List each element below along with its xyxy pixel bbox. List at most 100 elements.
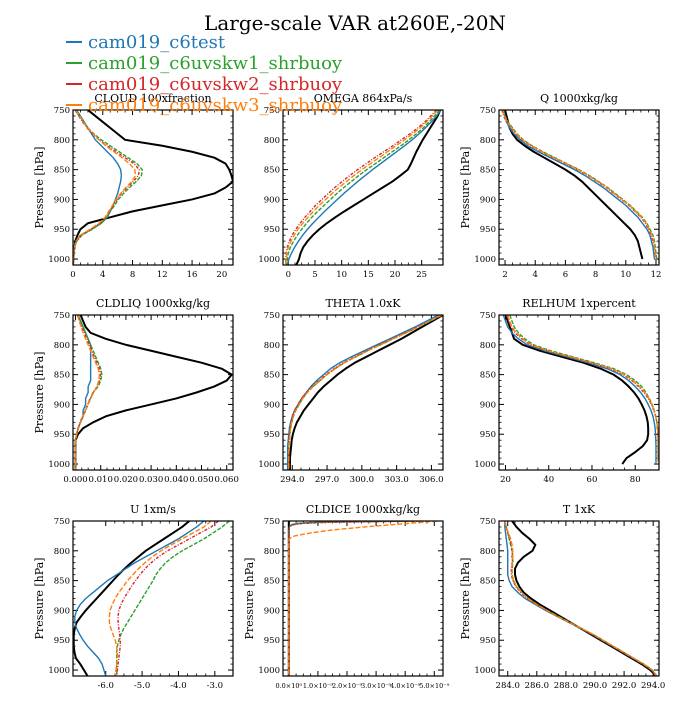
y-tick-label: 850 xyxy=(480,577,496,587)
x-tick-label: 12 xyxy=(651,270,662,280)
y-tick-label: 800 xyxy=(54,547,70,557)
y-tick-label: 850 xyxy=(54,166,70,176)
x-tick-label: 0.060 xyxy=(215,475,239,485)
panel-title: THETA 1.0xK xyxy=(325,297,401,310)
x-tick-label: 288.0 xyxy=(554,681,578,691)
y-tick-label: 750 xyxy=(54,106,70,116)
x-tick-label: 303.0 xyxy=(384,475,408,485)
y-tick-label: 1000 xyxy=(48,666,70,676)
x-tick-label: 0.020 xyxy=(114,475,138,485)
y-tick-label: 900 xyxy=(54,400,70,410)
series-group xyxy=(74,315,233,470)
y-tick-label: 900 xyxy=(480,195,496,205)
panel-frame xyxy=(498,109,660,266)
y-tick-label: 850 xyxy=(264,166,280,176)
y-tick-label: 800 xyxy=(264,341,280,351)
series-line-cam019_c6test xyxy=(286,110,442,265)
y-axis-label: Pressure [hPa] xyxy=(243,558,256,640)
y-tick-label: 900 xyxy=(264,195,280,205)
legend-item: cam019_c6uvskw3_shrbuoy xyxy=(66,95,343,116)
series-line-obs xyxy=(504,315,650,465)
series-line-cam019_c6uvskw3_shrbuoy xyxy=(108,521,212,676)
x-tick-label: 0.010 xyxy=(89,475,113,485)
legend: cam019_c6testcam019_c6uvskw1_shrbuoycam0… xyxy=(66,32,343,116)
x-tick-label: 290.0 xyxy=(583,681,607,691)
x-tick-label: 294.0 xyxy=(280,475,304,485)
x-tick-label: 4.0×10⁻⁹ xyxy=(390,682,420,690)
y-tick-label: 800 xyxy=(480,547,496,557)
y-axis-label: Pressure [hPa] xyxy=(33,558,46,640)
legend-label: cam019_c6test xyxy=(88,32,226,53)
panel-title: OMEGA 864xPa/s xyxy=(314,92,413,105)
series-line-cam019_c6uvskw3_shrbuoy xyxy=(74,315,101,470)
y-tick-label: 1000 xyxy=(258,460,280,470)
panel-7: U 1xm/s Pressure [hPa] 750 800 850 900 950 1000… xyxy=(33,503,234,691)
series-group xyxy=(502,315,659,465)
y-tick-label: 750 xyxy=(480,311,496,321)
y-tick-label: 950 xyxy=(264,225,280,235)
x-tick-label: 20 xyxy=(390,270,401,280)
series-line-obs xyxy=(511,521,657,676)
x-tick-label: 12 xyxy=(157,270,168,280)
series-line-cam019_c6uvskw3_shrbuoy xyxy=(288,315,443,470)
x-tick-label: 0 xyxy=(286,270,291,280)
series-group xyxy=(501,110,658,260)
panel-2: OMEGA 864xPa/s 750 800 850 900 950 1000 0 5 10 15 2… xyxy=(258,92,444,280)
y-tick-label: 800 xyxy=(54,341,70,351)
legend-item: cam019_c6uvskw2_shrbuoy xyxy=(66,74,343,95)
panel-title: RELHUM 1xpercent xyxy=(522,297,636,310)
panel-title: T 1xK xyxy=(563,503,596,516)
y-tick-label: 950 xyxy=(54,430,70,440)
x-tick-label: 2 xyxy=(502,270,507,280)
y-tick-label: 950 xyxy=(480,430,496,440)
panel-6: RELHUM 1xpercent 750 800 850 900 950 1000 20 40 6… xyxy=(474,297,660,485)
y-tick-label: 750 xyxy=(480,106,496,116)
series-line-cam019_c6uvskw3_shrbuoy xyxy=(288,521,438,676)
x-tick-label: 3.0×10⁻⁹ xyxy=(361,682,391,690)
y-tick-label: 800 xyxy=(480,341,496,351)
y-tick-label: 800 xyxy=(264,136,280,146)
y-tick-label: 800 xyxy=(54,136,70,146)
legend-item: cam019_c6test xyxy=(66,32,226,53)
x-tick-label: 297.0 xyxy=(315,475,339,485)
x-tick-label: -6.0 xyxy=(98,681,114,691)
y-tick-label: 900 xyxy=(54,606,70,616)
series-line-obs xyxy=(288,315,443,470)
x-tick-label: 0.000 xyxy=(63,475,87,485)
y-axis-label: Pressure [hPa] xyxy=(459,147,472,229)
panel-frame xyxy=(498,520,660,677)
y-tick-label: 750 xyxy=(264,311,280,321)
y-axis-label: Pressure [hPa] xyxy=(33,352,46,434)
y-tick-label: 950 xyxy=(54,225,70,235)
y-tick-label: 800 xyxy=(264,547,280,557)
y-tick-label: 950 xyxy=(264,430,280,440)
x-tick-label: 1.0×10⁻⁹ xyxy=(303,682,333,690)
x-tick-label: 0 xyxy=(70,270,75,280)
y-tick-label: 750 xyxy=(264,517,280,527)
panel-title: Q 1000xkg/kg xyxy=(540,92,618,105)
x-tick-label: 10 xyxy=(620,270,631,280)
x-tick-label: 10 xyxy=(336,270,347,280)
series-line-obs xyxy=(73,110,233,265)
panel-1: CLOUD 100xfraction Pressure [hPa] 750 800 85… xyxy=(33,92,234,280)
y-tick-label: 1000 xyxy=(474,255,496,265)
y-tick-label: 1000 xyxy=(258,255,280,265)
y-tick-label: 750 xyxy=(264,106,280,116)
x-tick-label: 2.0×10⁻⁹ xyxy=(332,682,362,690)
panel-title: CLDLIQ 1000xkg/kg xyxy=(96,297,210,310)
x-tick-label: 0.030 xyxy=(139,475,163,485)
x-tick-label: 6 xyxy=(563,270,568,280)
x-tick-label: 0.040 xyxy=(164,475,188,485)
y-tick-label: 1000 xyxy=(474,666,496,676)
x-tick-label: -3.0 xyxy=(207,681,223,691)
x-tick-label: 306.0 xyxy=(419,475,443,485)
series-group xyxy=(504,521,658,676)
y-tick-label: 900 xyxy=(54,195,70,205)
y-tick-label: 950 xyxy=(480,636,496,646)
panel-title: CLOUD 100xfraction xyxy=(94,92,211,105)
series-line-cam019_c6uvskw2_shrbuoy xyxy=(284,110,438,265)
panels: CLOUD 100xfraction Pressure [hPa] 750 800 85… xyxy=(33,92,665,691)
